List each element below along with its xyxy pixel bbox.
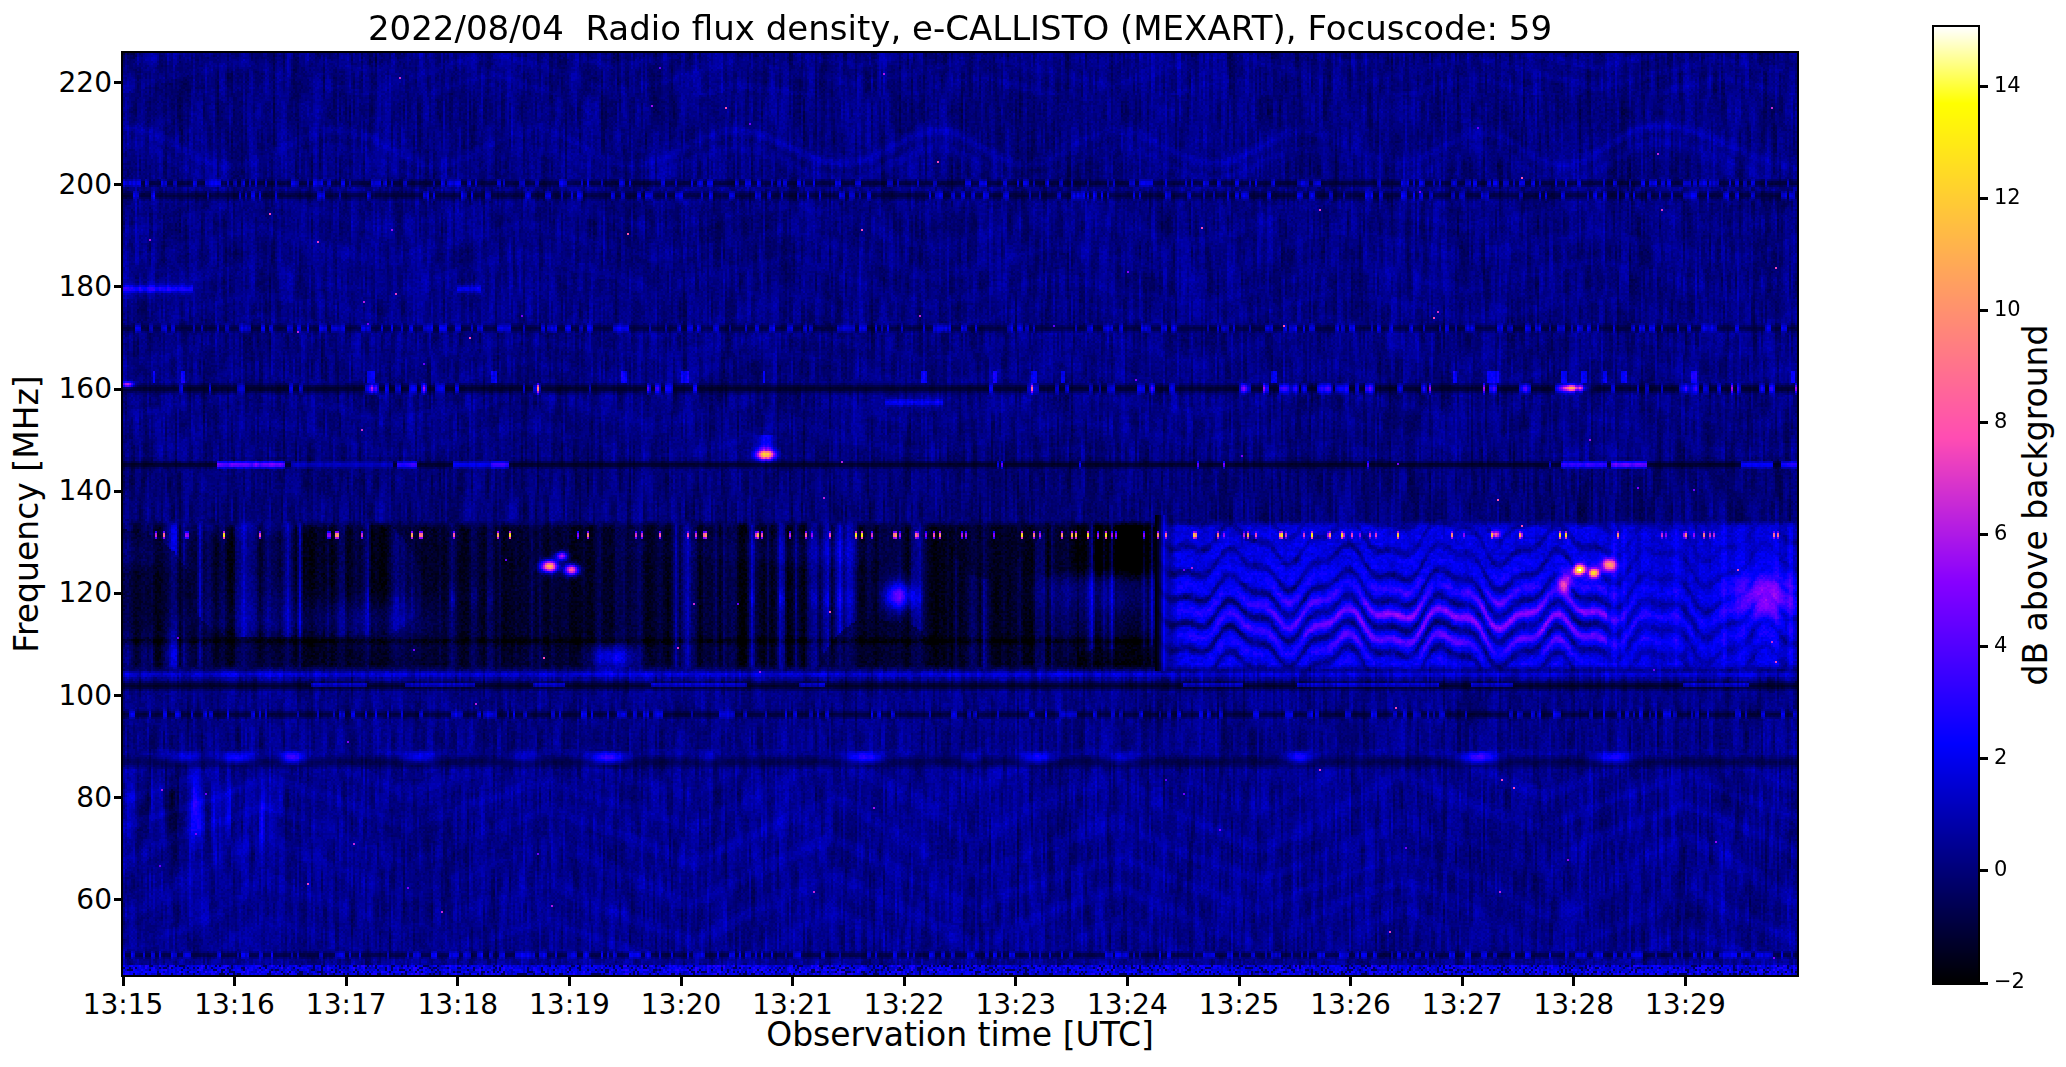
x-tick-mark bbox=[1238, 977, 1241, 986]
colorbar-tick-mark bbox=[1980, 421, 1988, 424]
x-tick-mark bbox=[1014, 977, 1017, 986]
colorbar-tick-mark bbox=[1980, 85, 1988, 88]
colorbar-tick-label: 14 bbox=[1994, 73, 2066, 97]
colorbar-tick-label: −2 bbox=[1994, 969, 2066, 993]
colorbar-tick-label: 4 bbox=[1994, 633, 2066, 657]
x-tick-mark bbox=[1126, 977, 1129, 986]
spectrogram-heatmap bbox=[123, 53, 1797, 975]
y-tick-mark bbox=[114, 285, 123, 288]
x-tick-mark bbox=[1461, 977, 1464, 986]
y-tick-label: 60 bbox=[0, 883, 112, 916]
x-tick-mark bbox=[456, 977, 459, 986]
x-tick-mark bbox=[1349, 977, 1352, 986]
y-tick-mark bbox=[114, 694, 123, 697]
y-tick-label: 120 bbox=[0, 576, 112, 609]
x-tick-mark bbox=[680, 977, 683, 986]
y-tick-label: 200 bbox=[0, 168, 112, 201]
x-tick-mark bbox=[122, 977, 125, 986]
y-tick-label: 80 bbox=[0, 781, 112, 814]
y-tick-mark bbox=[114, 388, 123, 391]
y-tick-label: 140 bbox=[0, 474, 112, 507]
x-tick-mark bbox=[1684, 977, 1687, 986]
colorbar-label: dB above background bbox=[2016, 205, 2056, 805]
figure: 2022/08/04 Radio flux density, e-CALLIST… bbox=[0, 0, 2066, 1067]
colorbar-tick-label: 2 bbox=[1994, 745, 2066, 769]
colorbar-tick-label: 8 bbox=[1994, 409, 2066, 433]
x-tick-label: 13:29 bbox=[1615, 988, 1755, 1021]
x-tick-mark bbox=[345, 977, 348, 986]
y-tick-label: 220 bbox=[0, 66, 112, 99]
colorbar-tick-label: 6 bbox=[1994, 521, 2066, 545]
y-tick-mark bbox=[114, 183, 123, 186]
colorbar-tick-label: 10 bbox=[1994, 297, 2066, 321]
x-tick-mark bbox=[1572, 977, 1575, 986]
colorbar-tick-label: 12 bbox=[1994, 185, 2066, 209]
colorbar-tick-mark bbox=[1980, 309, 1988, 312]
y-tick-mark bbox=[114, 81, 123, 84]
colorbar-tick-mark bbox=[1980, 982, 1988, 985]
y-tick-mark bbox=[114, 796, 123, 799]
y-tick-mark bbox=[114, 490, 123, 493]
colorbar-tick-mark bbox=[1980, 757, 1988, 760]
colorbar-tick-mark bbox=[1980, 533, 1988, 536]
x-tick-mark bbox=[233, 977, 236, 986]
colorbar-tick-mark bbox=[1980, 869, 1988, 872]
x-tick-mark bbox=[791, 977, 794, 986]
y-tick-mark bbox=[114, 898, 123, 901]
colorbar-tick-mark bbox=[1980, 197, 1988, 200]
y-tick-label: 100 bbox=[0, 679, 112, 712]
x-tick-mark bbox=[568, 977, 571, 986]
y-tick-mark bbox=[114, 592, 123, 595]
colorbar-gradient bbox=[1934, 27, 1978, 983]
y-tick-label: 160 bbox=[0, 372, 112, 405]
x-tick-mark bbox=[903, 977, 906, 986]
colorbar-tick-label: 0 bbox=[1994, 857, 2066, 881]
colorbar-tick-mark bbox=[1980, 645, 1988, 648]
chart-title: 2022/08/04 Radio flux density, e-CALLIST… bbox=[123, 8, 1797, 48]
y-tick-label: 180 bbox=[0, 270, 112, 303]
